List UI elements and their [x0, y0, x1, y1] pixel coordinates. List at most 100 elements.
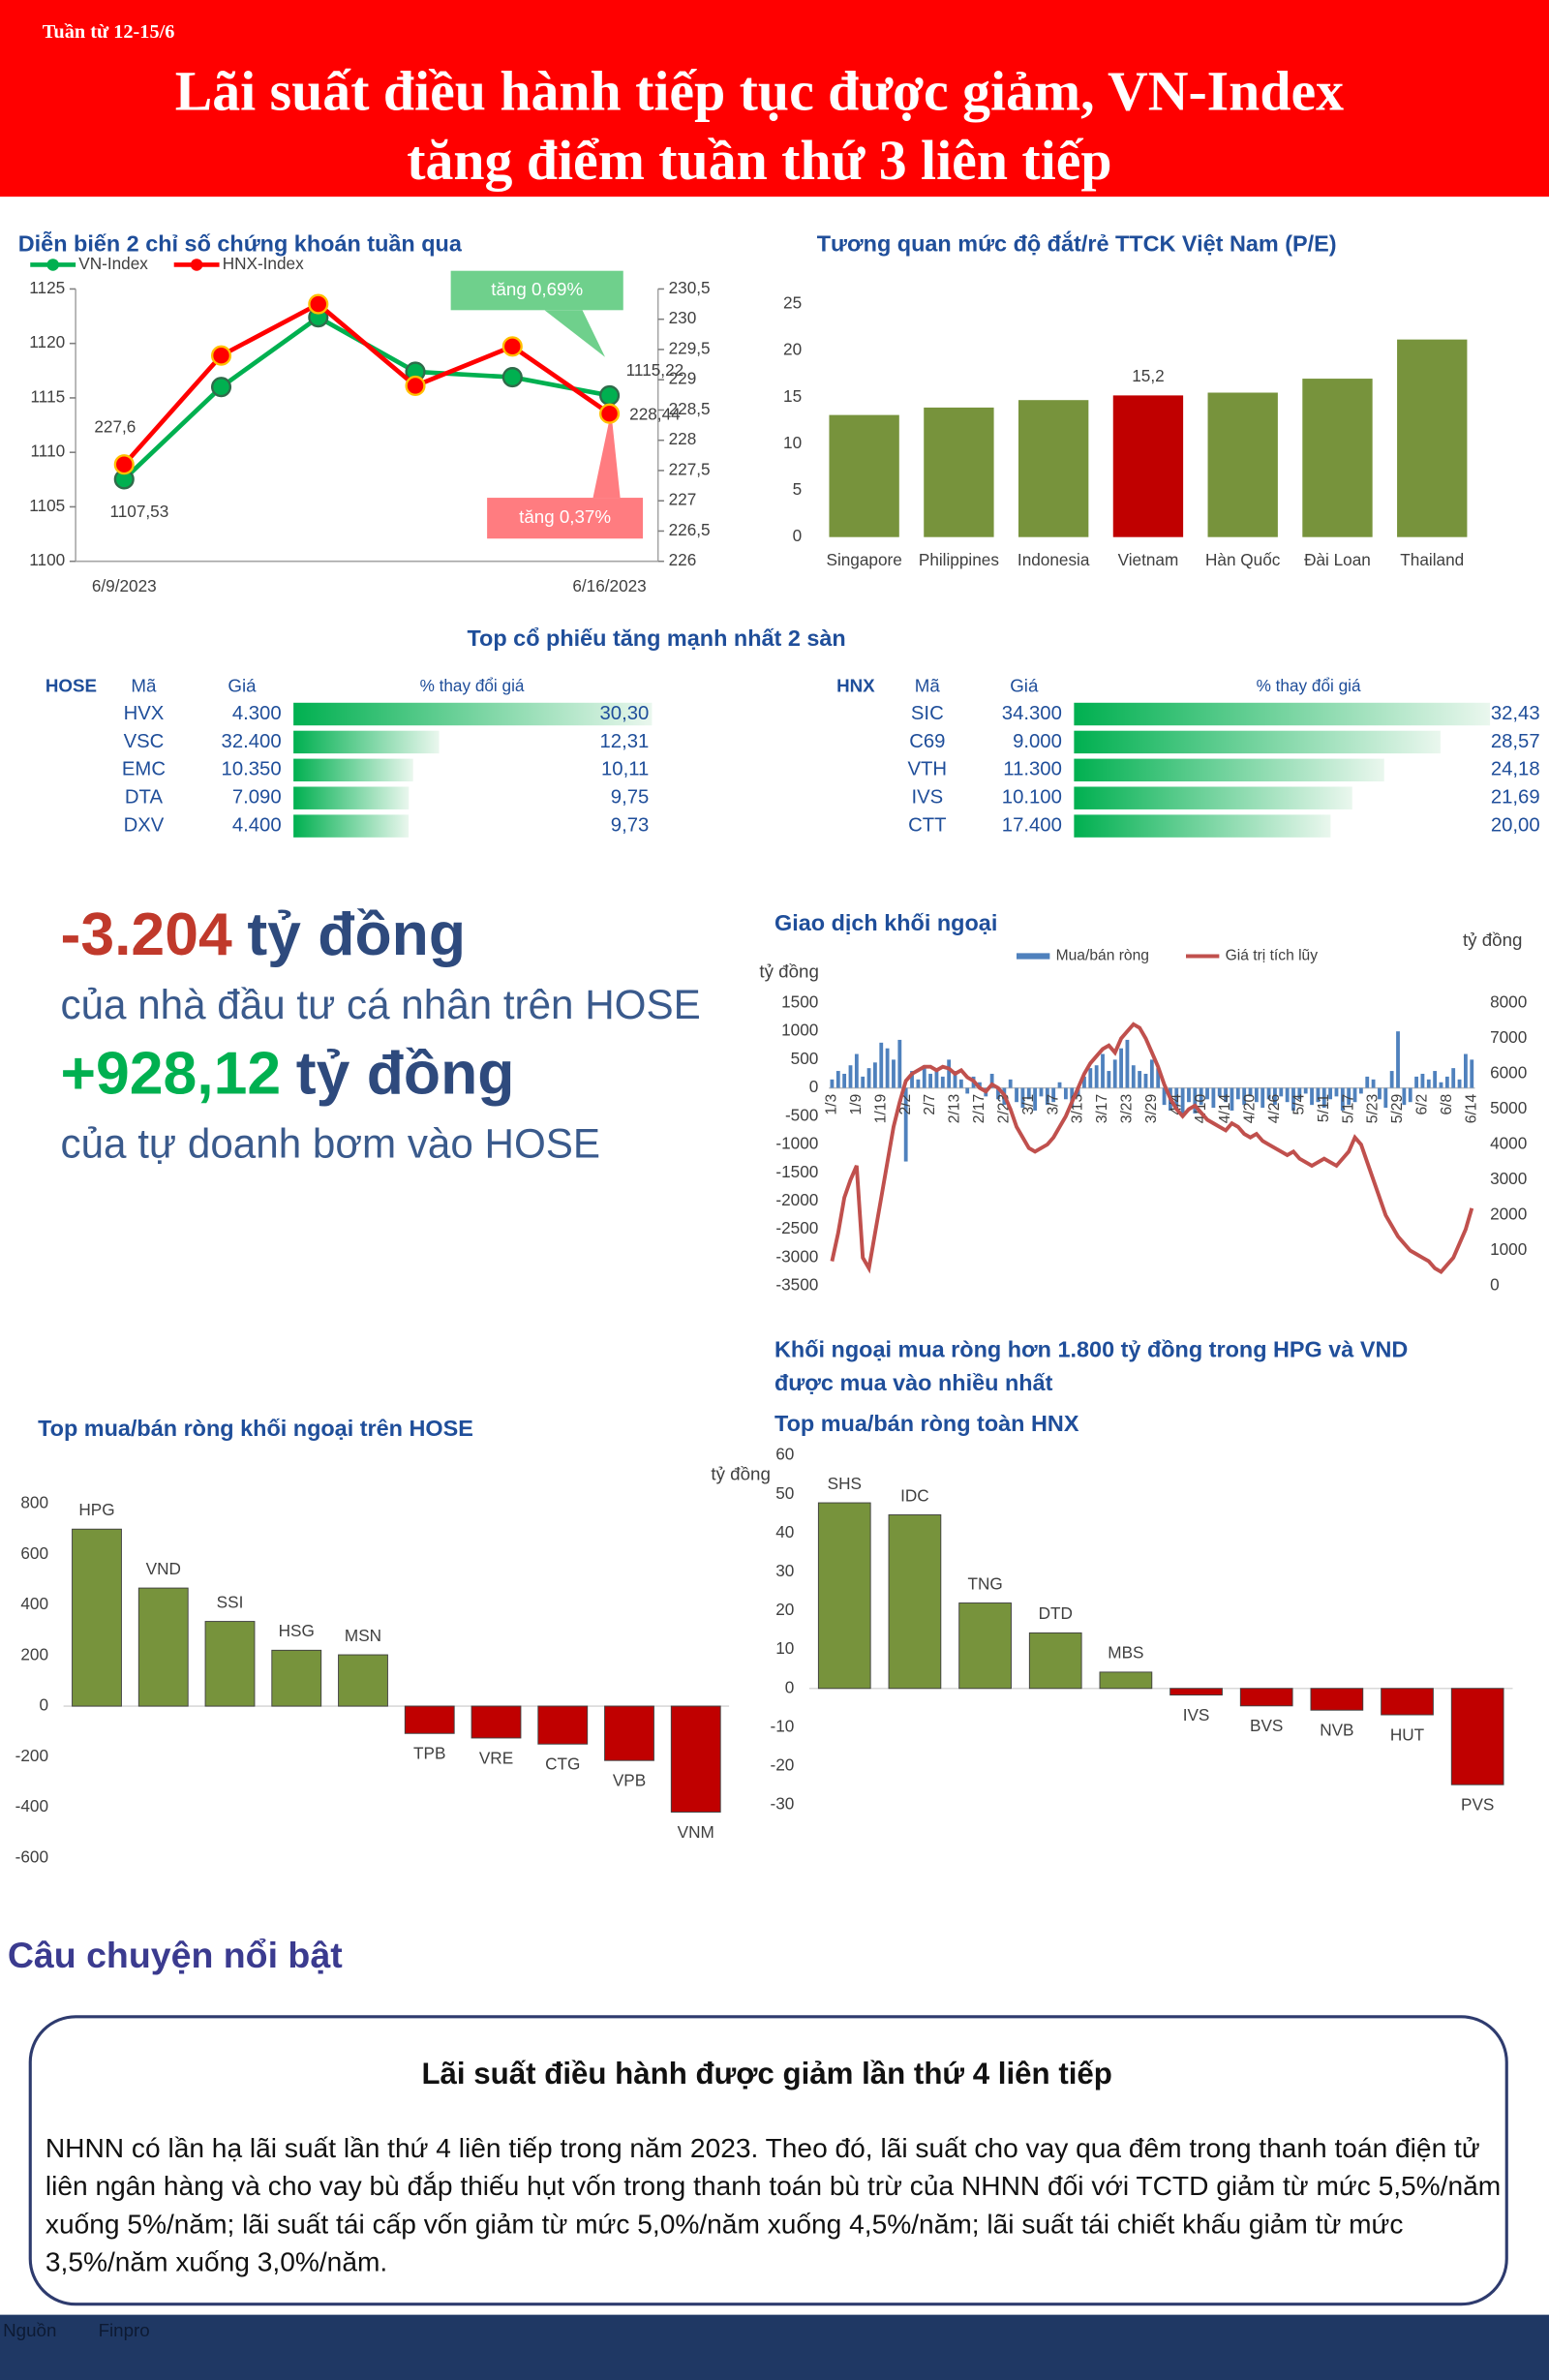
x-tick-label: 2/7	[922, 1094, 938, 1115]
y-tick-label: -2500	[775, 1218, 818, 1237]
bar	[910, 1071, 914, 1088]
y-tick-label: 400	[20, 1594, 48, 1613]
data-bar	[1074, 758, 1384, 782]
y-tick-label: 6000	[1490, 1063, 1527, 1083]
bar	[1426, 1079, 1431, 1088]
bar	[1211, 1087, 1216, 1109]
x-tick-label: 1/9	[848, 1094, 865, 1115]
bar	[1451, 1068, 1456, 1088]
bar	[1162, 1087, 1167, 1106]
y-tick-label: 226,5	[669, 520, 711, 539]
table-cell: CTT	[908, 814, 946, 836]
bar	[1017, 400, 1089, 537]
story-body-box: NHNN có lần hạ lãi suất lần thứ 4 liên t…	[46, 2133, 1501, 2276]
table-cell: DXV	[124, 814, 165, 836]
bar	[934, 1068, 939, 1088]
x-tick-label: 5/17	[1340, 1094, 1356, 1123]
marker	[113, 454, 135, 475]
bar	[1389, 1071, 1394, 1088]
callout-box	[487, 498, 644, 539]
x-tick-label: 3/23	[1119, 1094, 1136, 1123]
x-tick-label: 3/7	[1045, 1094, 1061, 1115]
x-tick-label: 1/19	[872, 1094, 889, 1123]
category-label: HPG	[78, 1500, 114, 1519]
annotation: tăng 0,69%	[491, 279, 583, 299]
bar	[1020, 1087, 1025, 1109]
bar	[885, 1048, 890, 1088]
section-title: Top cổ phiếu tăng mạnh nhất 2 sàn	[467, 626, 845, 651]
y-tick-label: -600	[15, 1846, 48, 1866]
bar	[1045, 1087, 1049, 1106]
x-tick-label: 1/3	[824, 1094, 840, 1115]
bar	[1057, 1082, 1062, 1088]
category-label: Indonesia	[1017, 550, 1090, 569]
bar	[1248, 1087, 1253, 1097]
bar	[1334, 1087, 1339, 1097]
x-tick-label: 5/29	[1389, 1094, 1406, 1123]
bar	[1224, 1087, 1228, 1103]
y-tick-label: 1125	[29, 278, 65, 297]
table-cell: 10.100	[1002, 787, 1062, 809]
bar	[953, 1071, 957, 1088]
bar	[1321, 1087, 1326, 1109]
chart-title: Top mua/bán ròng khối ngoại trên HOSE	[38, 1416, 473, 1441]
x-tick-label: 5/11	[1316, 1094, 1332, 1122]
bar	[1026, 1087, 1031, 1100]
y-tick-label: 1000	[781, 1021, 818, 1040]
table-exchange: HNX	[836, 675, 875, 695]
bar	[1174, 1087, 1179, 1109]
category-label: Thailand	[1400, 550, 1464, 569]
chart-title: Top mua/bán ròng toàn HNX	[774, 1411, 1079, 1436]
bar	[1169, 1688, 1223, 1696]
bar	[1328, 1087, 1333, 1100]
callout-pointer	[592, 412, 621, 499]
bar	[996, 1087, 1000, 1100]
bar	[1242, 1087, 1247, 1106]
bar	[72, 1528, 122, 1707]
x-tick-label: 4/26	[1266, 1094, 1283, 1123]
y-tick-label: 600	[20, 1543, 48, 1563]
bar	[1138, 1071, 1142, 1088]
y-tick-label: 40	[775, 1522, 794, 1541]
y-tick-label: 5000	[1490, 1098, 1527, 1117]
y-tick-label: 230,5	[669, 278, 711, 297]
category-label: DTD	[1039, 1603, 1073, 1623]
bar	[471, 1705, 522, 1739]
headline: Lãi suất điều hành tiếp tục được giảm, V…	[175, 59, 1344, 122]
bar	[1450, 1688, 1504, 1785]
bar	[1207, 392, 1278, 537]
section-heading: Khối ngoại mua ròng hơn 1.800 tỷ đồng tr…	[774, 1337, 1408, 1362]
x-tick-label: 6/14	[1463, 1094, 1479, 1124]
table-cell: 10,11	[601, 759, 649, 780]
table-cell: 24,18	[1491, 759, 1540, 780]
y-tick-label: -3500	[775, 1275, 818, 1295]
story-box	[28, 2015, 1508, 2306]
data-bar	[293, 730, 440, 754]
bar	[1340, 1087, 1345, 1111]
bar	[1119, 1048, 1123, 1088]
axis-title: tỷ đồng	[1463, 930, 1523, 950]
bar	[1088, 1068, 1093, 1088]
marker	[501, 336, 523, 357]
table-cell: 21,69	[1491, 787, 1540, 809]
category-label: SHS	[828, 1474, 862, 1493]
bar	[1063, 1087, 1068, 1100]
bar	[1433, 1071, 1438, 1088]
bar	[1383, 1087, 1388, 1109]
bar	[271, 1649, 322, 1707]
line-series	[122, 301, 611, 467]
bar	[1396, 1031, 1400, 1088]
y-tick-label: -200	[15, 1746, 48, 1765]
table-cell: 30,30	[600, 703, 650, 724]
bar	[1125, 1039, 1130, 1088]
table-exchange: HOSE	[46, 675, 97, 695]
axis-title: tỷ đồng	[759, 961, 819, 982]
highlight-caption: của tự doanh bơm vào HOSE	[61, 1121, 601, 1167]
category-label: Hàn Quốc	[1205, 550, 1281, 569]
y-tick-label: 10	[775, 1638, 794, 1658]
chart-title: Diễn biến 2 chỉ số chứng khoán tuần qua	[18, 229, 463, 256]
highlight-value: +928,12	[61, 1039, 282, 1107]
bar	[1352, 1087, 1357, 1103]
